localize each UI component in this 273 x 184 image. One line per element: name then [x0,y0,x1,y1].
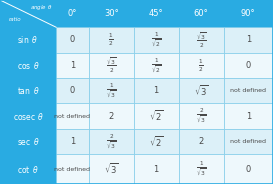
Bar [0,103,56,129]
Bar [89,103,134,129]
Text: $\sqrt{3}$: $\sqrt{3}$ [104,162,119,176]
Bar [56,129,89,154]
Text: $\sec\ \theta$: $\sec\ \theta$ [16,136,40,147]
Text: $\frac{\sqrt{3}}{2}$: $\frac{\sqrt{3}}{2}$ [106,56,117,75]
Text: 1: 1 [70,61,75,70]
Text: $\frac{1}{\sqrt{3}}$: $\frac{1}{\sqrt{3}}$ [196,160,207,178]
Bar [224,27,273,53]
Bar [134,129,179,154]
Text: 0: 0 [70,86,75,95]
Text: $\frac{\sqrt{3}}{2}$: $\frac{\sqrt{3}}{2}$ [196,30,207,50]
Text: not defined: not defined [55,114,90,119]
Bar [179,154,224,184]
Bar [0,53,56,78]
Bar [0,0,56,27]
Bar [134,154,179,184]
Text: 30°: 30° [104,9,119,18]
Bar [179,103,224,129]
Bar [179,27,224,53]
Bar [224,154,273,184]
Bar [0,27,56,53]
Text: 2: 2 [198,137,204,146]
Bar [134,27,179,53]
Text: 90°: 90° [241,9,256,18]
Text: $\sin\ \theta$: $\sin\ \theta$ [17,34,39,45]
Text: 1: 1 [70,137,75,146]
Text: not defined: not defined [55,167,90,172]
Bar [224,53,273,78]
Bar [56,27,89,53]
Text: $\tan\ \theta$: $\tan\ \theta$ [17,85,39,96]
Text: $\mathrm{cosec}\ \theta$: $\mathrm{cosec}\ \theta$ [13,111,43,122]
Bar [56,103,89,129]
Bar [89,154,134,184]
Text: 0°: 0° [68,9,77,18]
Bar [56,0,89,27]
Bar [224,78,273,103]
Bar [224,129,273,154]
Bar [134,0,179,27]
Text: 1: 1 [246,36,251,44]
Bar [179,129,224,154]
Text: $\sqrt{2}$: $\sqrt{2}$ [149,109,164,123]
Text: $\frac{1}{2}$: $\frac{1}{2}$ [198,57,204,74]
Bar [56,154,89,184]
Bar [0,154,56,184]
Text: $\cos\ \theta$: $\cos\ \theta$ [17,60,40,71]
Bar [56,53,89,78]
Text: 0: 0 [246,61,251,70]
Text: $\frac{2}{\sqrt{3}}$: $\frac{2}{\sqrt{3}}$ [106,132,117,151]
Text: $\frac{1}{\sqrt{2}}$: $\frac{1}{\sqrt{2}}$ [151,31,162,49]
Text: $\frac{2}{\sqrt{3}}$: $\frac{2}{\sqrt{3}}$ [196,107,207,125]
Text: $\cot\ \theta$: $\cot\ \theta$ [17,164,39,175]
Bar [89,129,134,154]
Text: not defined: not defined [230,139,266,144]
Bar [89,0,134,27]
Text: $\frac{1}{2}$: $\frac{1}{2}$ [108,32,114,48]
Text: 0: 0 [70,36,75,44]
Bar [89,27,134,53]
Bar [224,103,273,129]
Text: angle $\theta$: angle $\theta$ [30,3,52,12]
Text: 1: 1 [154,165,159,174]
Text: 1: 1 [154,86,159,95]
Text: $\sqrt{2}$: $\sqrt{2}$ [149,134,164,149]
Text: $\sqrt{3}$: $\sqrt{3}$ [194,83,209,98]
Bar [134,78,179,103]
Text: $\frac{1}{\sqrt{2}}$: $\frac{1}{\sqrt{2}}$ [151,56,162,75]
Bar [0,78,56,103]
Text: 0: 0 [246,165,251,174]
Text: 1: 1 [246,112,251,121]
Bar [56,78,89,103]
Bar [224,0,273,27]
Text: 60°: 60° [194,9,209,18]
Text: 2: 2 [109,112,114,121]
Bar [0,129,56,154]
Bar [179,0,224,27]
Bar [179,53,224,78]
Text: 45°: 45° [149,9,164,18]
Bar [89,78,134,103]
Text: not defined: not defined [230,88,266,93]
Text: $\frac{1}{\sqrt{3}}$: $\frac{1}{\sqrt{3}}$ [106,81,117,100]
Bar [134,103,179,129]
Bar [179,78,224,103]
Bar [89,53,134,78]
Bar [134,53,179,78]
Text: ratio: ratio [9,17,22,22]
